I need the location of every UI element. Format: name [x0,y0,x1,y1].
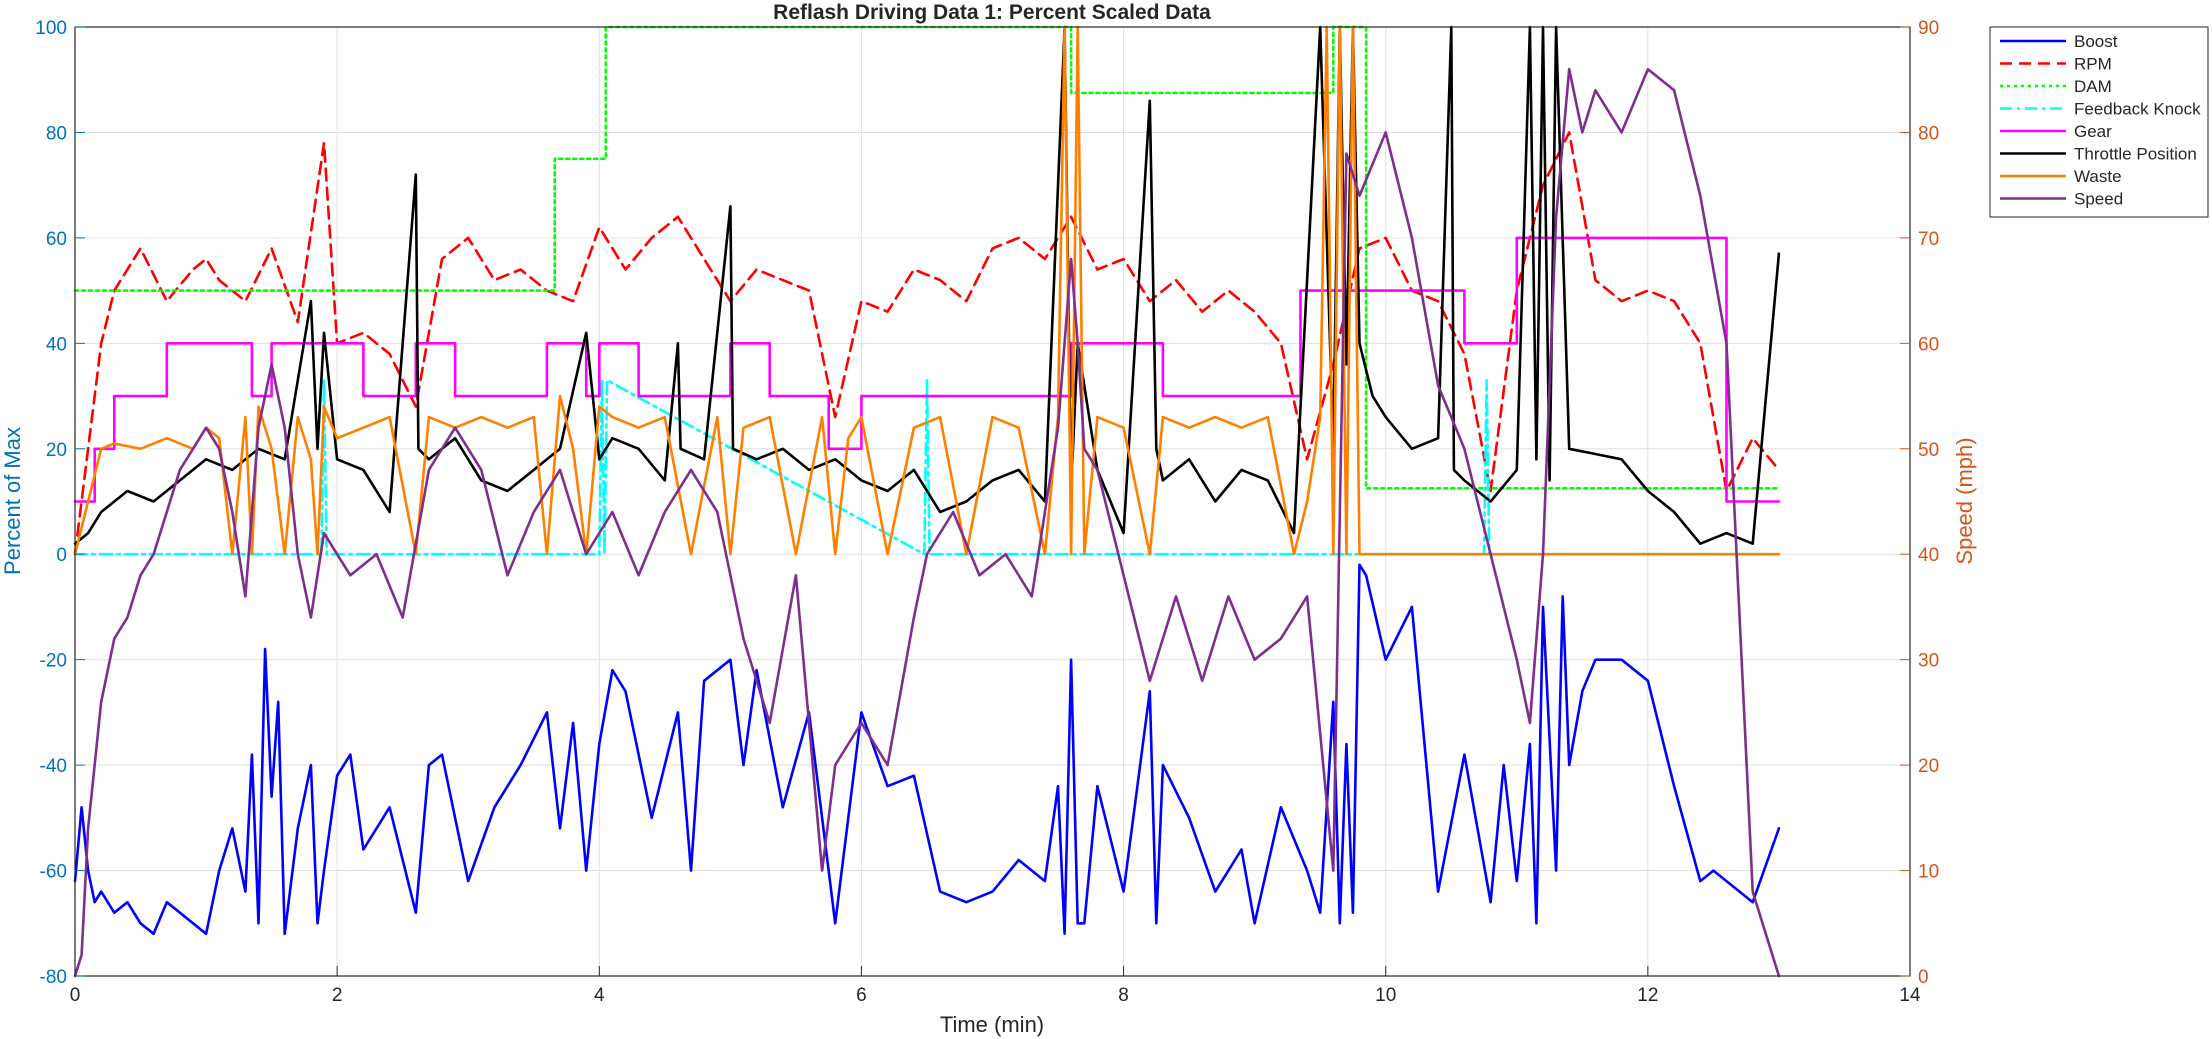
y-right-tick-label: 50 [1918,440,1939,461]
y-tick-label: -20 [40,651,67,672]
series-layer [73,25,1781,978]
y-tick-label: -80 [40,967,67,988]
plot-border [74,26,1911,977]
y-tick-label: 80 [46,123,67,144]
y-tick-label: -60 [40,862,67,883]
legend-item-label: DAM [2074,77,2112,96]
y-tick-label: 100 [35,18,67,39]
y-tick-label: 60 [46,229,67,250]
plot-background [75,27,1910,976]
series-line-gear [73,236,1781,503]
y-axis-label: Percent of Max [0,427,25,575]
legend: Boost RPM DAM Feedback Knock Gear Throttle Po… [1989,26,2209,218]
x-axis-label: Time (min) [940,1012,1044,1037]
legend-item-label: Throttle Position [2074,145,2197,164]
y-right-tick-label: 90 [1918,18,1939,39]
y-axis-label-right: Speed (mph) [1952,437,1977,564]
x-tick-label: 12 [1637,985,1658,1006]
legend-item-label: Feedback Knock [2074,100,2201,119]
x-tick-label: 0 [70,985,81,1006]
legend-item-label: Speed [2074,190,2123,209]
series-line-rpm [73,131,1781,556]
y-right-tick-label: 80 [1918,123,1939,144]
series-line-speed [73,67,1781,978]
chart-title: Reflash Driving Data 1: Percent Scaled D… [773,1,1211,24]
legend-box [1989,26,2209,218]
legend-item-label: Waste [2074,167,2122,186]
y-right-tick-label: 70 [1918,229,1939,250]
y-right-tick-label: 40 [1918,545,1939,566]
y-tick-label: 40 [46,334,67,355]
y-right-tick-label: 0 [1918,967,1929,988]
y-right-tick-label: 30 [1918,651,1939,672]
legend-item-label: Gear [2074,122,2112,141]
y-right-tick-label: 60 [1918,334,1939,355]
x-tick-label: 4 [594,985,605,1006]
ticks-layer: 0 2 4 6 8 10 12 14 -80 -60 -40 -20 0 20 40 60 80 100 0 10 20… [35,18,1939,1006]
series-line-dam [73,25,1781,490]
legend-item-label: RPM [2074,55,2112,74]
series-line-feedback-knock [73,378,1781,556]
y-right-tick-label: 10 [1918,862,1939,883]
x-tick-label: 10 [1375,985,1396,1006]
series-line-throttle-position [73,25,1781,546]
y-right-tick-label: 20 [1918,756,1939,777]
series-line-waste [73,25,1781,556]
legend-item-label: Boost [2074,32,2118,51]
x-tick-label: 2 [332,985,343,1006]
x-tick-label: 14 [1899,985,1921,1006]
x-tick-label: 6 [856,985,867,1006]
y-tick-label: 20 [46,440,67,461]
x-tick-label: 8 [1118,985,1129,1006]
y-tick-label: 0 [56,545,67,566]
series-line-boost [73,563,1781,936]
y-tick-label: -40 [40,756,67,777]
